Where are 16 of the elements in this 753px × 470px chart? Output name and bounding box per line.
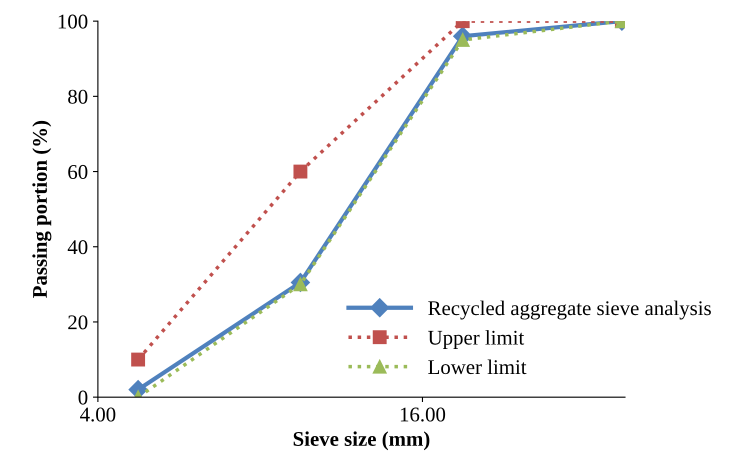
y-tick-label: 20 — [68, 315, 88, 330]
x-tick-label: 16.00 — [400, 407, 446, 422]
y-tick-label: 0 — [78, 390, 88, 405]
point — [456, 33, 470, 47]
legend-label: Lower limit — [428, 360, 526, 374]
y-tick-label: 60 — [68, 164, 88, 179]
x-axis-title: Sieve size (mm) — [294, 431, 430, 450]
y-tick-label: 80 — [68, 90, 88, 104]
x-tick-label: 4.00 — [80, 407, 116, 422]
point — [131, 352, 146, 366]
legend-label: Recycled aggregate sieve analysis — [428, 300, 711, 320]
point — [293, 164, 308, 178]
y-tick-label: 40 — [68, 240, 88, 254]
y-axis-title: Passing portion (%) — [32, 120, 52, 298]
legend-label: Upper limit — [428, 330, 524, 349]
y-tick-label: 100 — [58, 14, 88, 29]
